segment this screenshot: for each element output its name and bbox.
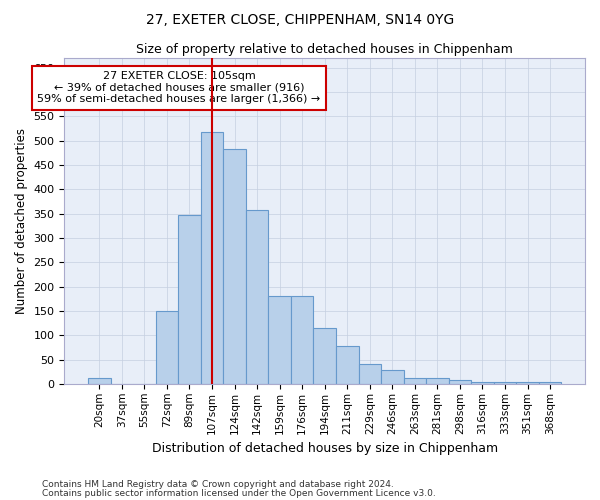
Bar (155, 311, 178, 384)
Bar (516, 382, 539, 384)
Bar (88, 378, 110, 384)
Bar (426, 378, 449, 384)
Bar (359, 364, 381, 384)
Bar (313, 328, 336, 384)
Bar (223, 149, 246, 384)
Bar (449, 380, 471, 384)
Text: Contains public sector information licensed under the Open Government Licence v3: Contains public sector information licen… (42, 488, 436, 498)
Bar (246, 210, 268, 384)
Text: Contains HM Land Registry data © Crown copyright and database right 2024.: Contains HM Land Registry data © Crown c… (42, 480, 394, 489)
Bar (381, 370, 404, 384)
Bar (201, 132, 223, 384)
X-axis label: Distribution of detached houses by size in Chippenham: Distribution of detached houses by size … (152, 442, 498, 455)
Bar (471, 382, 494, 384)
Y-axis label: Number of detached properties: Number of detached properties (15, 128, 28, 314)
Bar (178, 215, 201, 384)
Bar (404, 378, 426, 384)
Text: 27 EXETER CLOSE: 105sqm
← 39% of detached houses are smaller (916)
59% of semi-d: 27 EXETER CLOSE: 105sqm ← 39% of detache… (37, 71, 320, 104)
Text: 27, EXETER CLOSE, CHIPPENHAM, SN14 0YG: 27, EXETER CLOSE, CHIPPENHAM, SN14 0YG (146, 12, 454, 26)
Bar (291, 296, 313, 384)
Bar (494, 382, 516, 384)
Bar (268, 296, 291, 384)
Bar (336, 346, 359, 384)
Bar (539, 382, 562, 384)
Title: Size of property relative to detached houses in Chippenham: Size of property relative to detached ho… (136, 42, 513, 56)
